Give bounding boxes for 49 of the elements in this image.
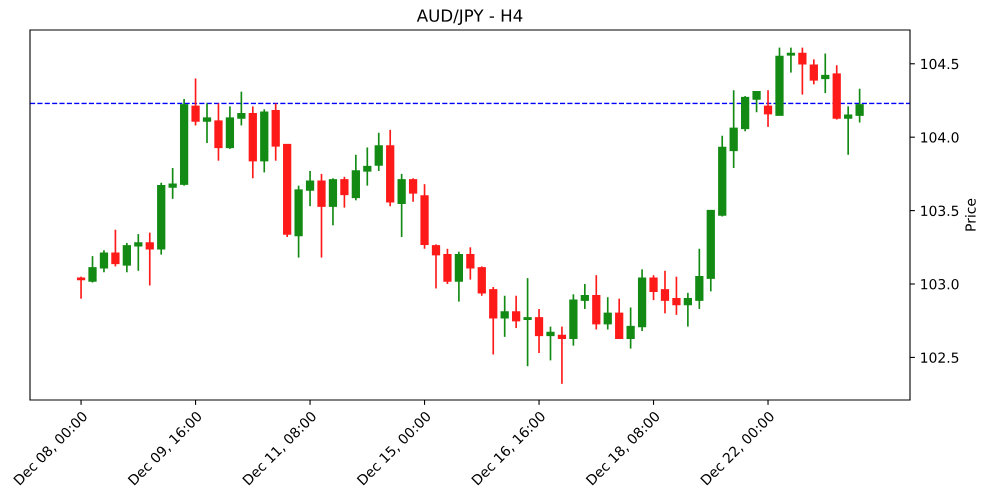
candlestick [546, 326, 555, 362]
candlestick [76, 276, 86, 300]
candlestick [363, 146, 372, 186]
candlestick [398, 173, 406, 238]
candlestick [340, 176, 349, 208]
candlestick [695, 248, 704, 310]
candlestick [626, 306, 635, 350]
candlestick [684, 292, 692, 328]
candlestick [408, 177, 418, 203]
candlestick [202, 102, 212, 144]
candlestick [844, 106, 852, 156]
y-tick-label: 103.0 [921, 278, 959, 290]
candlestick [432, 244, 440, 290]
candlestick [764, 89, 772, 128]
candlestick [146, 232, 154, 286]
candlestick [237, 90, 246, 126]
candlestick [88, 255, 97, 284]
candlestick [134, 233, 142, 272]
y-axis-title: Price [965, 198, 976, 231]
y-tick-label: 103.5 [921, 206, 958, 216]
candlestick [604, 296, 612, 330]
candlestick [649, 274, 658, 301]
y-tick-label: 102.5 [921, 352, 958, 363]
candlestick [306, 170, 314, 208]
candlestick [523, 277, 532, 368]
candlestick [111, 228, 120, 268]
candlestick [100, 249, 108, 274]
candlestick [534, 308, 544, 354]
candlestick [786, 46, 796, 74]
candlestick [580, 283, 589, 310]
candlestick [752, 90, 761, 114]
chart-title: AUD/JPY - H4 [416, 10, 522, 26]
candlestick [821, 52, 830, 94]
candlestick [558, 326, 566, 385]
candlestick [672, 276, 681, 316]
candlestick [122, 242, 131, 274]
candlestick [374, 132, 383, 172]
candlestick [810, 58, 818, 86]
candlestick [798, 46, 807, 96]
candlestick [855, 88, 864, 124]
candlestick [191, 78, 200, 126]
candlestick [660, 270, 670, 314]
candlestick [466, 246, 474, 280]
candlestick [730, 89, 738, 169]
candlestick [500, 294, 509, 338]
candlestick [512, 294, 520, 329]
y-tick-label: 104.0 [921, 132, 959, 143]
y-tick-label: 104.5 [921, 58, 958, 70]
candlestick [168, 167, 177, 200]
